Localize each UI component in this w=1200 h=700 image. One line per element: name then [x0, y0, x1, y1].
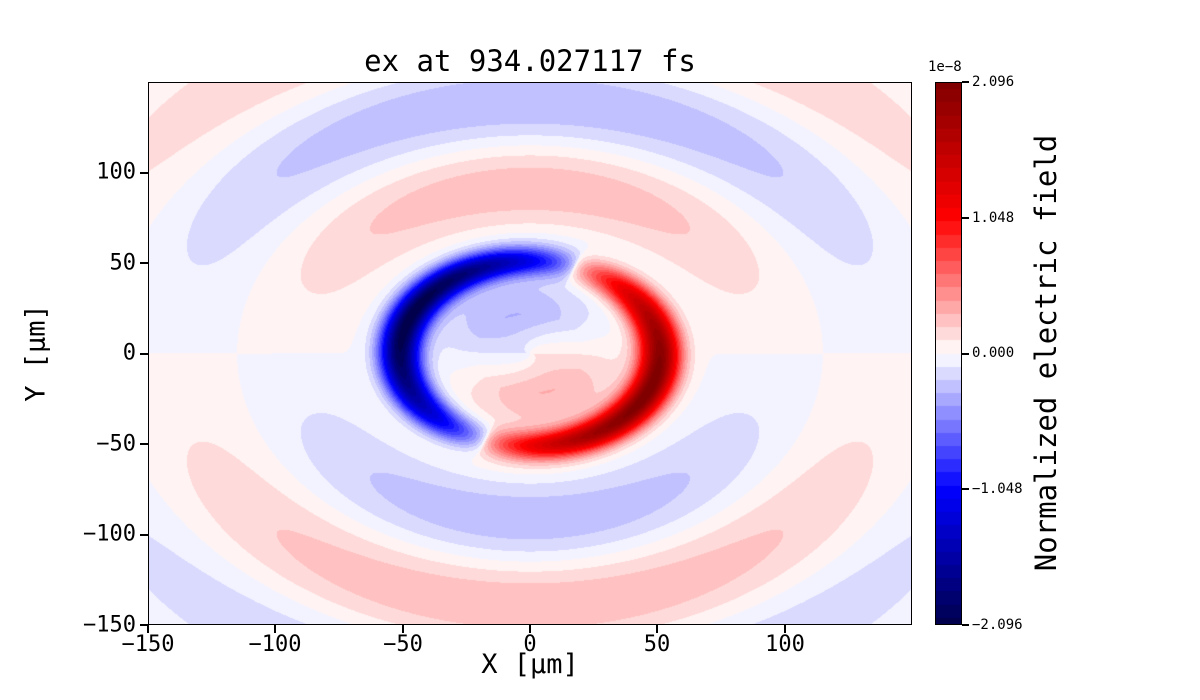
x-axis-tick-label: 0: [523, 632, 537, 657]
x-axis-tick-label: −50: [383, 632, 423, 657]
colorbar-tick: [962, 81, 969, 83]
colorbar-label: Normalized electric field: [1029, 134, 1063, 572]
colorbar-tick: [962, 624, 969, 626]
y-axis-tick: [140, 262, 148, 264]
x-axis-tick: [656, 625, 658, 633]
y-axis-label: Y [μm]: [20, 304, 52, 402]
x-axis-label: X [μm]: [481, 649, 579, 680]
plot-title: ex at 934.027117 fs: [364, 44, 696, 78]
colorbar-tick: [962, 353, 969, 355]
x-axis-tick-label: 50: [643, 632, 671, 657]
colorbar-tick-label: −1.048: [972, 481, 1023, 497]
plot-area: [148, 82, 912, 625]
colorbar-tick: [962, 217, 969, 219]
colorbar: [935, 82, 962, 625]
x-axis-tick-label: −150: [121, 632, 175, 657]
y-axis-tick-label: −50: [96, 431, 136, 457]
y-axis-tick: [140, 624, 148, 626]
colorbar-tick: [962, 488, 969, 490]
colorbar-tick-label: 0.000: [972, 345, 1015, 361]
colorbar-tick-label: 1.048: [972, 210, 1015, 226]
y-axis-tick-label: −150: [83, 612, 136, 638]
x-axis-tick: [274, 625, 276, 633]
colorbar-tick-label: 2.096: [972, 74, 1015, 90]
y-axis-tick: [140, 534, 148, 536]
x-axis-tick: [402, 625, 404, 633]
y-axis-tick: [140, 443, 148, 445]
x-axis-tick: [147, 625, 149, 633]
x-axis-tick-label: −100: [248, 632, 302, 657]
x-axis-tick: [784, 625, 786, 633]
y-axis-tick: [140, 172, 148, 174]
colorbar-offset-label: 1e−8: [928, 59, 962, 75]
y-axis-tick-label: −100: [83, 521, 136, 547]
x-axis-tick: [529, 625, 531, 633]
x-axis-tick-label: 100: [765, 632, 805, 657]
colorbar-canvas: [935, 82, 962, 625]
y-axis-tick: [140, 353, 148, 355]
y-axis-tick-label: 0: [122, 340, 136, 366]
y-axis-tick-label: 100: [96, 159, 136, 185]
colorbar-tick-label: −2.096: [972, 617, 1023, 633]
y-axis-tick-label: 50: [109, 250, 137, 276]
field-heatmap-canvas: [148, 82, 912, 625]
